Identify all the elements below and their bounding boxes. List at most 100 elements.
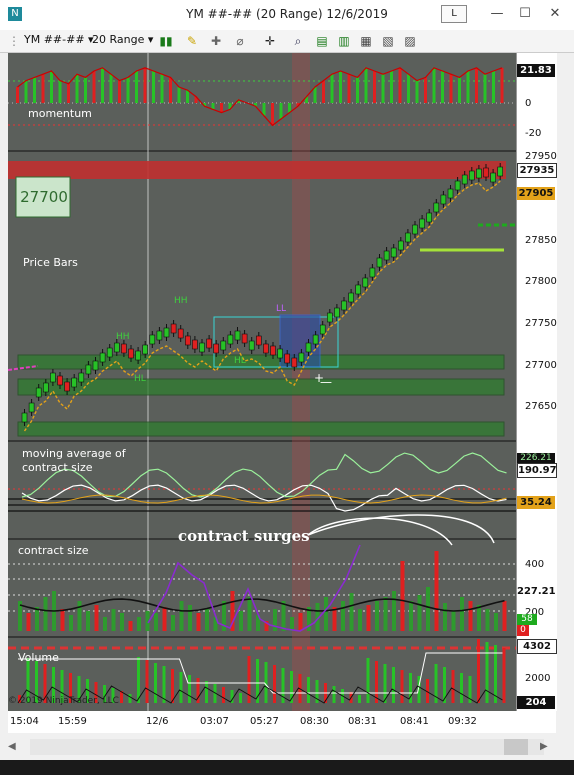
candle-body (71, 377, 78, 388)
momentum-bar (330, 74, 334, 103)
price-candles (21, 163, 504, 426)
candle-body (334, 307, 340, 318)
momentum-line (17, 67, 503, 127)
zoom-icon[interactable]: ⌕ (294, 34, 302, 48)
candle-body (497, 166, 504, 177)
candle-body (319, 324, 326, 335)
volume-bar (94, 682, 98, 703)
candle-body (305, 342, 312, 353)
candle-body (284, 353, 291, 364)
contract-bar (196, 613, 201, 631)
chart-panel[interactable]: HH HH HL HL LL momentum Pr (7, 53, 516, 711)
contract-bar (468, 601, 473, 631)
candle-body (213, 343, 219, 354)
link-button[interactable]: L (441, 5, 467, 23)
contract-bar (230, 591, 235, 631)
volume-bar (86, 679, 89, 703)
stay-in-draw-icon[interactable]: ⌀ (236, 34, 244, 48)
momentum-bar (364, 67, 368, 103)
momentum-bar (458, 77, 461, 103)
volume-bar (468, 676, 472, 703)
momentum-bar (92, 71, 96, 103)
momentum-bar (415, 80, 419, 103)
strategies-icon[interactable]: ▥ (338, 34, 350, 48)
contract-bar (188, 605, 192, 631)
contract-bar (35, 607, 39, 631)
contract-bar (366, 605, 371, 631)
chart-canvas[interactable]: HH HH HL HL LL (7, 53, 516, 711)
volume-bar (188, 675, 191, 703)
indicators-icon[interactable]: ▤ (316, 34, 328, 48)
volume-bar (392, 667, 395, 703)
templates-icon[interactable]: ▧ (382, 34, 394, 48)
momentum-bar (75, 74, 79, 103)
crosshair-plus-icon: + (314, 371, 325, 385)
scroll-right-icon[interactable]: ▶ (540, 741, 548, 752)
candle-body (362, 277, 369, 288)
volume-bar (230, 690, 234, 703)
contract-bar (341, 601, 345, 631)
horizontal-scrollbar[interactable]: ◀ ▶ (0, 736, 574, 758)
scroll-track[interactable] (30, 739, 544, 755)
eraser-icon[interactable]: ✚ (210, 34, 222, 48)
price-box (15, 176, 71, 218)
volume-bar (111, 688, 115, 703)
contract-bar (94, 605, 99, 631)
candle-body (476, 168, 482, 179)
scroll-thumb[interactable] (504, 739, 528, 755)
candle-body (355, 284, 362, 295)
drawing-tool-icon[interactable]: ✎ (186, 34, 198, 48)
contract-bar (443, 603, 447, 631)
candle-body (177, 328, 184, 339)
volume-bar (128, 694, 132, 703)
swing-label: HL (134, 374, 146, 384)
interval-selector[interactable]: 20 Range ▾ (92, 33, 154, 46)
volume-bar (205, 681, 208, 703)
volume-bar (307, 677, 310, 703)
volume-bar (332, 686, 336, 703)
contract-bar (494, 613, 498, 631)
momentum-bar (305, 96, 308, 103)
minimize-button[interactable]: — (490, 6, 504, 21)
candle-body (57, 375, 63, 386)
volume-bar (196, 678, 200, 703)
momentum-bar (356, 77, 359, 103)
scroll-left-icon[interactable]: ◀ (8, 741, 16, 752)
bar-style-icon[interactable]: ▮▮ (159, 34, 173, 48)
momentum-bar (33, 77, 36, 103)
ma-contract-orange-badge: 35.24 (517, 496, 555, 509)
magenta-line (7, 365, 39, 371)
momentum-tick-neg20: -20 (525, 128, 542, 139)
volume-bar (383, 664, 387, 703)
contract-bar (137, 617, 141, 631)
momentum-bar (441, 71, 444, 103)
crosshair-icon[interactable]: ✛ (264, 34, 276, 48)
candle-body (185, 335, 191, 346)
properties-icon[interactable]: ▨ (404, 34, 416, 48)
momentum-bar (194, 96, 198, 103)
price-axis[interactable]: 0 -20 27950 27850 27800 27750 27700 2765… (516, 53, 557, 711)
momentum-bar (339, 71, 342, 103)
chart-trader-icon[interactable]: ▦ (360, 34, 372, 48)
instrument-selector[interactable]: YM ##-## ▾ (24, 33, 94, 46)
contract-average-line (19, 598, 505, 612)
volume-bar (290, 671, 293, 703)
volume-bar (409, 673, 412, 703)
instrument-label: YM ##-## (24, 33, 85, 46)
contract-bar (349, 593, 354, 631)
momentum-bar (237, 99, 240, 103)
ma-contract-top-badge: 226.21 (517, 453, 555, 464)
close-button[interactable]: ✕ (549, 6, 561, 21)
contract-bar (247, 597, 252, 631)
contract-purple-line (147, 544, 361, 632)
support-zone-2 (17, 378, 505, 396)
maximize-button[interactable]: ☐ (519, 6, 531, 21)
title-bar: N YM ##-## (20 Range) 12/6/2019 L — ☐ ✕ (0, 0, 574, 31)
momentum-bar (347, 74, 351, 103)
candle-body (454, 180, 461, 191)
contract-bar (69, 615, 73, 631)
candle-body (440, 194, 447, 205)
candle-body (483, 167, 489, 178)
momentum-bar (186, 90, 189, 103)
candle-body (99, 352, 106, 363)
